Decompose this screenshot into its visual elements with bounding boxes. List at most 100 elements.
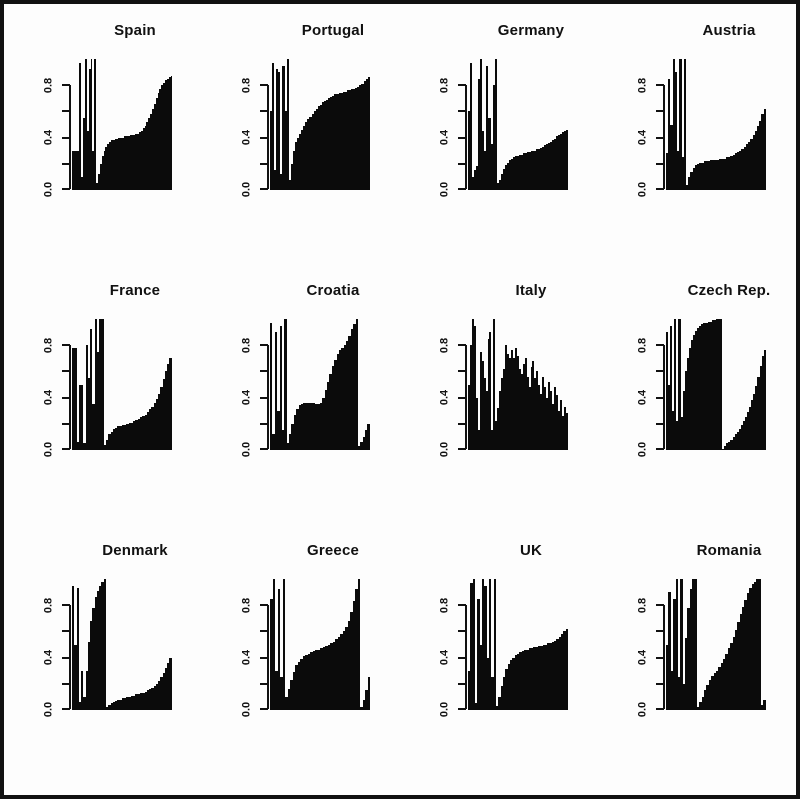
y-tick-label-0.8: 0.8: [42, 77, 55, 94]
bar: [90, 620, 93, 710]
bar: [754, 131, 757, 190]
y-tick-label-0.8: 0.8: [240, 337, 253, 354]
bars: [270, 59, 370, 190]
bar: [139, 692, 143, 710]
bar: [695, 330, 698, 450]
bar: [365, 430, 368, 450]
bar: [544, 644, 548, 710]
bar: [149, 689, 152, 710]
bar: [718, 666, 721, 710]
bar: [121, 425, 125, 450]
y-tick-label-0.4: 0.4: [240, 649, 253, 666]
bar: [676, 421, 679, 450]
bar: [523, 649, 527, 710]
bar: [707, 321, 710, 450]
y-axis: [656, 84, 665, 190]
bar: [119, 699, 122, 710]
bar: [761, 704, 764, 710]
bar: [711, 320, 714, 450]
bar: [157, 93, 160, 190]
bar: [668, 384, 671, 450]
bar: [153, 686, 156, 710]
bar: [756, 579, 759, 710]
bar: [353, 324, 356, 450]
bar: [557, 410, 560, 450]
bar: [105, 439, 109, 450]
bar: [726, 443, 729, 450]
bar: [282, 579, 285, 710]
bar: [121, 698, 125, 710]
bar: [545, 144, 548, 190]
bar: [526, 649, 529, 710]
bar: [115, 700, 118, 710]
bar: [160, 677, 163, 710]
plot-area: 0.8 0.4 0.0: [240, 579, 400, 717]
bar: [693, 334, 696, 450]
bar: [344, 91, 347, 190]
bar: [334, 94, 337, 190]
bar: [351, 89, 354, 190]
bar: [315, 108, 318, 190]
bar: [126, 696, 129, 710]
bar: [312, 402, 316, 450]
chart-panel: Romania 0.8 0.4 0.0: [598, 534, 796, 794]
bar: [286, 443, 289, 450]
bar: [103, 150, 106, 190]
bar: [705, 322, 708, 450]
bar: [110, 703, 113, 710]
bar: [696, 707, 700, 710]
bar: [272, 434, 275, 450]
bar: [697, 328, 700, 450]
bar: [551, 404, 554, 450]
bar: [553, 387, 556, 450]
bar: [353, 89, 356, 190]
bar: [130, 422, 134, 450]
chart-panel: Czech Rep. 0.8 0.4 0.0: [598, 274, 796, 534]
bar: [721, 158, 724, 190]
bar: [118, 137, 121, 190]
bar: [674, 319, 677, 450]
bar: [149, 409, 152, 450]
bar: [752, 134, 755, 190]
bar: [684, 371, 687, 450]
bar: [565, 628, 569, 710]
bar: [668, 78, 671, 190]
bar: [313, 111, 316, 190]
bar: [745, 144, 749, 190]
bar: [300, 404, 304, 450]
bar: [158, 681, 161, 710]
bar: [292, 150, 295, 190]
bars: [270, 579, 370, 710]
panel-title: Romania: [696, 542, 762, 559]
bar: [699, 325, 702, 450]
bar: [324, 100, 327, 190]
bar: [297, 661, 300, 710]
bar: [751, 584, 754, 710]
y-tick-label-0.0: 0.0: [438, 441, 451, 458]
bar: [159, 89, 162, 190]
bar: [326, 99, 329, 190]
bar: [468, 111, 471, 190]
bar: [83, 696, 86, 710]
bar: [682, 391, 685, 450]
bar: [142, 415, 145, 450]
bar: [114, 138, 117, 190]
bar: [697, 163, 700, 190]
bar: [495, 421, 498, 450]
bar: [85, 670, 88, 710]
bar: [744, 599, 747, 710]
bar: [360, 442, 363, 450]
y-tick-label-0.0: 0.0: [636, 441, 649, 458]
bar: [758, 579, 761, 710]
bar: [670, 124, 673, 190]
bar: [327, 644, 330, 710]
bar: [493, 319, 496, 450]
bar: [547, 142, 550, 190]
y-axis: [458, 84, 467, 190]
plot-area: 0.8 0.4 0.0: [240, 59, 400, 197]
bar: [315, 649, 318, 710]
bar: [325, 645, 328, 710]
panel-title: Greece: [306, 542, 360, 559]
chart-panel: Italy 0.8 0.4 0.0: [400, 274, 598, 534]
bar: [723, 658, 726, 710]
